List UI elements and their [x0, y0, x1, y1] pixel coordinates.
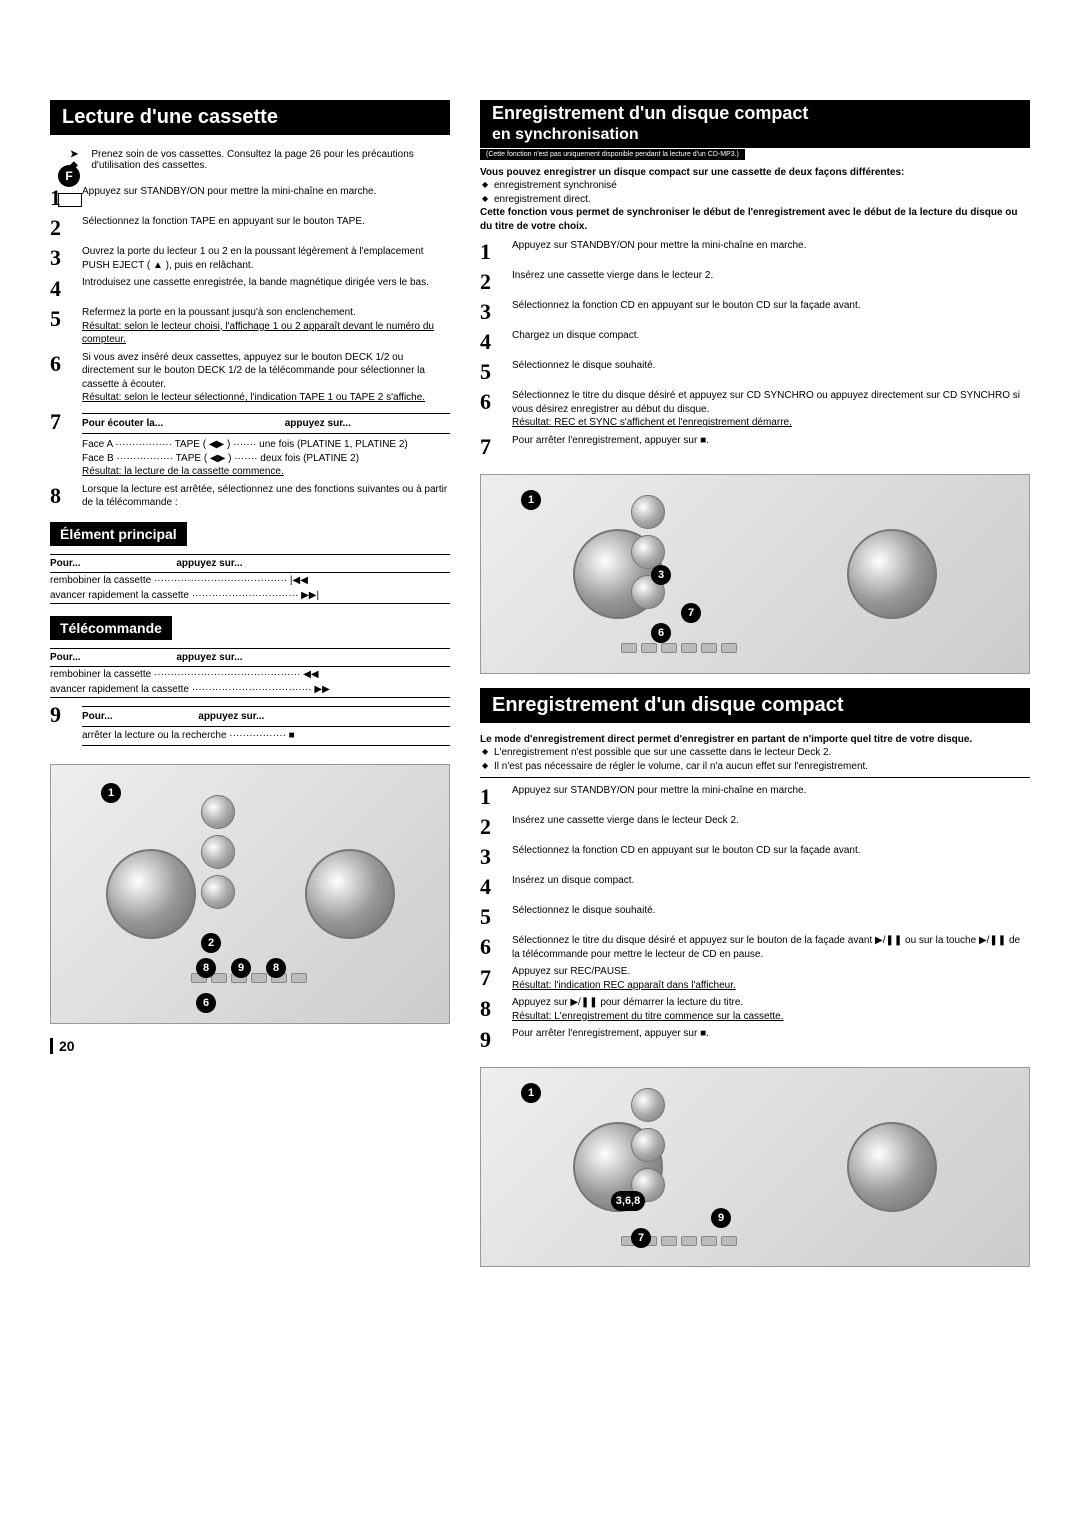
- step-text: Appuyez sur ▶/❚❚ pour démarrer la lectur…: [512, 996, 1030, 1023]
- main-table: Pour...appuyez sur... rembobiner la cass…: [50, 554, 450, 604]
- callout: 2: [201, 933, 221, 953]
- step7-table: Pour écouter la...appuyez sur... Face A …: [82, 409, 450, 479]
- step-text: Refermez la porte en la poussant jusqu'à…: [82, 306, 450, 347]
- precaution-note: ➤ ◆ Prenez soin de vos cassettes. Consul…: [50, 145, 450, 181]
- callout: 7: [681, 603, 701, 623]
- step-num: 2: [50, 215, 72, 241]
- step-text: Sélectionnez le disque souhaité.: [512, 359, 1030, 373]
- callout: 9: [231, 958, 251, 978]
- step-text: Chargez un disque compact.: [512, 329, 1030, 343]
- step-num: 7: [50, 409, 72, 435]
- callout: 8: [266, 958, 286, 978]
- left-column: Lecture d'une cassette ➤ ◆ Prenez soin d…: [50, 100, 450, 1281]
- main-unit-heading: Élément principal: [50, 522, 187, 546]
- rec-intro: Le mode d'enregistrement direct permet d…: [480, 733, 1030, 779]
- step-text: Appuyez sur STANDBY/ON pour mettre la mi…: [82, 185, 450, 199]
- step-num: 4: [480, 329, 502, 355]
- left-title: Lecture d'une cassette: [50, 100, 450, 135]
- step-num: 5: [480, 904, 502, 930]
- step-num: 5: [480, 359, 502, 385]
- step-num: 3: [480, 844, 502, 870]
- callout: 3: [651, 565, 671, 585]
- page-number: 20: [50, 1038, 450, 1054]
- step-text: Sélectionnez la fonction CD en appuyant …: [512, 299, 1030, 313]
- step-text: Insérez un disque compact.: [512, 874, 1030, 888]
- step-num: 4: [50, 276, 72, 302]
- badge-letter: F: [58, 165, 80, 187]
- step-text: Pour arrêter l'enregistrement, appuyer s…: [512, 1027, 1030, 1041]
- step-num: 1: [480, 239, 502, 265]
- step-num: 5: [50, 306, 72, 332]
- step-num: 3: [480, 299, 502, 325]
- callout: 6: [196, 993, 216, 1013]
- step-num: 6: [50, 351, 72, 377]
- step-text: Ouvrez la porte du lecteur 1 ou 2 en la …: [82, 245, 450, 272]
- step-num: 3: [50, 245, 72, 271]
- sync-diagram: 1 3 7 6: [480, 474, 1030, 674]
- step-num: 2: [480, 814, 502, 840]
- step-num: 1: [480, 784, 502, 810]
- step-text: Appuyez sur REC/PAUSE.Résultat: l'indica…: [512, 965, 1030, 992]
- step-text: Sélectionnez le titre du disque désiré e…: [512, 934, 1030, 961]
- step-num: 4: [480, 874, 502, 900]
- step9-table: Pour...appuyez sur... arrêter la lecture…: [82, 702, 450, 750]
- step-num: 8: [480, 996, 502, 1022]
- sync-intro: Vous pouvez enregistrer un disque compac…: [480, 166, 1030, 234]
- step-text: Sélectionnez le titre du disque désiré e…: [512, 389, 1030, 430]
- step-num: 7: [480, 434, 502, 460]
- callout: 9: [711, 1208, 731, 1228]
- step-text: Sélectionnez le disque souhaité.: [512, 904, 1030, 918]
- step-text: Insérez une cassette vierge dans le lect…: [512, 814, 1030, 828]
- callout: 1: [101, 783, 121, 803]
- step-text: Si vous avez inséré deux cassettes, appu…: [82, 351, 450, 405]
- step-num: 7: [480, 965, 502, 991]
- sync-title: Enregistrement d'un disque compact en sy…: [480, 100, 1030, 148]
- step-text: Lorsque la lecture est arrêtée, sélectio…: [82, 483, 450, 510]
- right-column: Enregistrement d'un disque compact en sy…: [480, 100, 1030, 1281]
- step-num: 9: [480, 1027, 502, 1053]
- step-text: Sélectionnez la fonction TAPE en appuyan…: [82, 215, 450, 229]
- step-text: Pour arrêter l'enregistrement, appuyer s…: [512, 434, 1030, 448]
- step-text: Appuyez sur STANDBY/ON pour mettre la mi…: [512, 784, 1030, 798]
- step-text: Insérez une cassette vierge dans le lect…: [512, 269, 1030, 283]
- badge-cc-icon: [58, 193, 82, 207]
- rec-diagram: 1 3,6,8 9 7: [480, 1067, 1030, 1267]
- sync-note: (Cette fonction n'est pas uniquement dis…: [480, 149, 745, 160]
- step-text: Appuyez sur STANDBY/ON pour mettre la mi…: [512, 239, 1030, 253]
- step-num: 2: [480, 269, 502, 295]
- remote-heading: Télécommande: [50, 616, 172, 640]
- callout: 3,6,8: [611, 1191, 645, 1211]
- left-diagram: 1 2 8 9 8 6: [50, 764, 450, 1024]
- step-num: 6: [480, 389, 502, 415]
- step-num: 6: [480, 934, 502, 960]
- callout: 7: [631, 1228, 651, 1248]
- precaution-text: Prenez soin de vos cassettes. Consultez …: [91, 149, 450, 171]
- callout: 1: [521, 490, 541, 510]
- step-num: 9: [50, 702, 72, 728]
- language-badge: F: [58, 165, 82, 207]
- step-text: Introduisez une cassette enregistrée, la…: [82, 276, 450, 290]
- remote-table: Pour...appuyez sur... rembobiner la cass…: [50, 648, 450, 698]
- step-text: Sélectionnez la fonction CD en appuyant …: [512, 844, 1030, 858]
- step-num: 8: [50, 483, 72, 509]
- callout: 1: [521, 1083, 541, 1103]
- callout: 6: [651, 623, 671, 643]
- rec-title: Enregistrement d'un disque compact: [480, 688, 1030, 723]
- callout: 8: [196, 958, 216, 978]
